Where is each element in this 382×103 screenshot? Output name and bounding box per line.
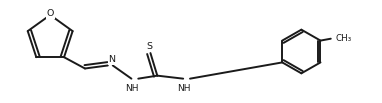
Text: N: N [108,55,116,64]
Text: S: S [147,42,153,51]
Text: NH: NH [177,84,191,93]
Text: CH₃: CH₃ [336,34,352,43]
Text: NH: NH [125,84,139,93]
Text: O: O [47,9,54,18]
